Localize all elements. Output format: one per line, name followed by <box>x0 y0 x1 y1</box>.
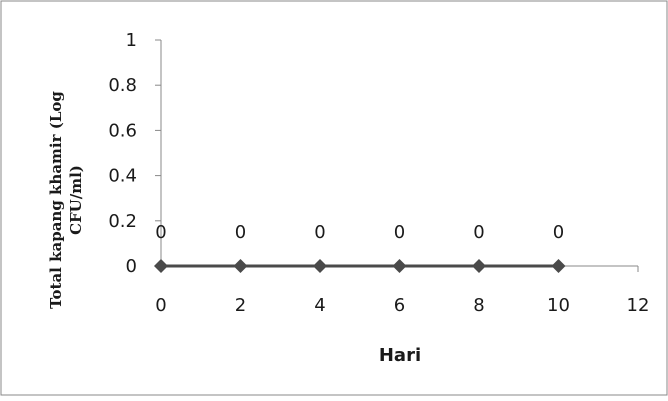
data-label: 0 <box>553 222 564 243</box>
x-tick-label: 2 <box>235 295 246 316</box>
data-label: 0 <box>235 222 246 243</box>
data-label: 0 <box>314 222 325 243</box>
data-label: 0 <box>394 222 405 243</box>
y-tick-label: 0 <box>126 256 137 277</box>
x-axis-title: Hari <box>379 345 421 366</box>
data-label: 0 <box>473 222 484 243</box>
y-axis-title-line2: CFU/ml) <box>67 165 85 235</box>
y-tick-label: 0.2 <box>108 211 137 232</box>
data-point-marker <box>313 259 327 273</box>
data-point-marker <box>392 259 407 273</box>
x-tick-label: 12 <box>627 295 650 316</box>
x-tick-label: 6 <box>394 295 405 316</box>
y-axis-title: Total kapang khamir (Log CFU/ml) <box>47 91 85 309</box>
y-tick-label: 0.6 <box>108 120 137 141</box>
series-layer: 0 0 0 0 0 0 <box>154 222 566 273</box>
data-point-marker <box>551 259 566 273</box>
y-tick-label: 1 <box>126 30 137 51</box>
x-tick-label: 0 <box>155 295 166 316</box>
data-point-marker <box>233 259 248 273</box>
y-tick-label: 0.8 <box>108 75 137 96</box>
data-label: 0 <box>155 222 166 243</box>
data-point-marker <box>472 259 486 273</box>
data-point-marker <box>154 259 168 273</box>
y-axis-title-line1: Total kapang khamir (Log <box>47 91 65 309</box>
y-tick-label: 0.4 <box>108 166 137 187</box>
x-tick-label: 10 <box>547 295 570 316</box>
x-tick-label: 4 <box>314 295 325 316</box>
tick-labels: 00.20.40.60.810 2 4 6 8 10 12 <box>108 30 649 316</box>
x-tick-label: 8 <box>473 295 484 316</box>
